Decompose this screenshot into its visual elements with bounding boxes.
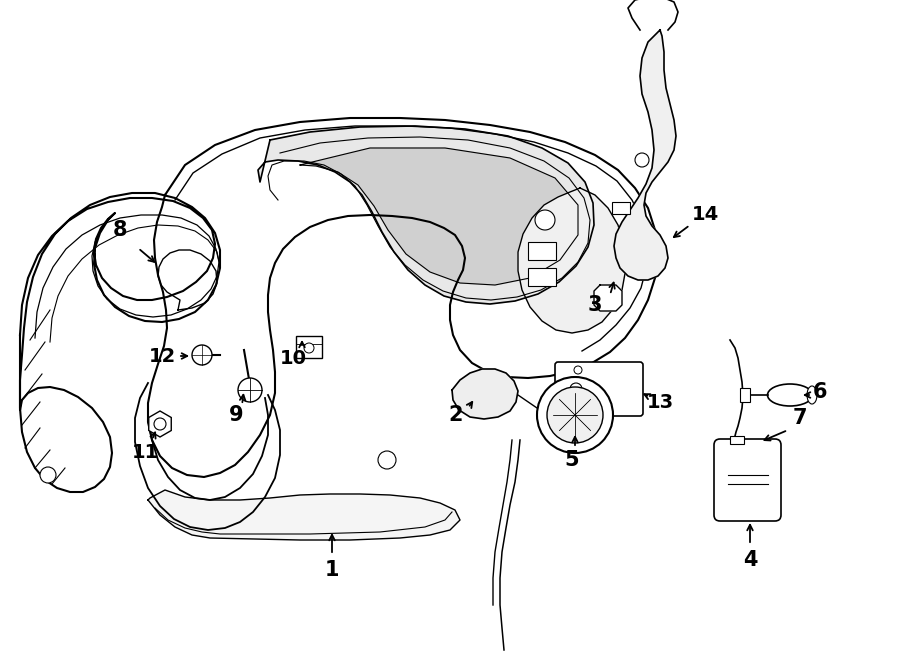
Circle shape [238, 378, 262, 402]
Text: 10: 10 [280, 348, 307, 368]
Text: 7: 7 [793, 408, 807, 428]
Text: 13: 13 [646, 393, 673, 412]
Circle shape [192, 345, 212, 365]
Circle shape [40, 467, 56, 483]
Text: 14: 14 [691, 206, 718, 225]
Bar [730, 436, 744, 444]
Text: 4: 4 [742, 550, 757, 570]
Polygon shape [594, 285, 622, 311]
Bar [296, 336, 322, 358]
Text: 3: 3 [588, 295, 602, 315]
Circle shape [378, 451, 396, 469]
Polygon shape [148, 490, 460, 540]
Text: 12: 12 [148, 346, 176, 366]
Polygon shape [518, 188, 626, 333]
Circle shape [570, 383, 582, 395]
Text: 2: 2 [449, 405, 464, 425]
Polygon shape [258, 126, 594, 304]
Ellipse shape [768, 384, 813, 406]
Ellipse shape [807, 386, 817, 404]
Bar [612, 202, 630, 214]
FancyBboxPatch shape [714, 439, 781, 521]
Circle shape [535, 210, 555, 230]
Text: 8: 8 [112, 220, 127, 240]
Polygon shape [614, 30, 676, 280]
Text: 9: 9 [229, 405, 243, 425]
Circle shape [537, 377, 613, 453]
Polygon shape [452, 369, 518, 419]
Bar [528, 242, 556, 260]
Circle shape [154, 418, 166, 430]
Text: 6: 6 [813, 382, 827, 402]
Circle shape [574, 404, 582, 412]
Circle shape [304, 343, 314, 353]
Polygon shape [300, 148, 578, 285]
Text: 1: 1 [325, 560, 339, 580]
Circle shape [547, 387, 603, 443]
Bar [740, 388, 750, 402]
Circle shape [574, 366, 582, 374]
FancyBboxPatch shape [555, 362, 643, 416]
Text: 11: 11 [131, 442, 158, 461]
Circle shape [635, 153, 649, 167]
Bar [528, 268, 556, 286]
Text: 5: 5 [564, 450, 580, 470]
